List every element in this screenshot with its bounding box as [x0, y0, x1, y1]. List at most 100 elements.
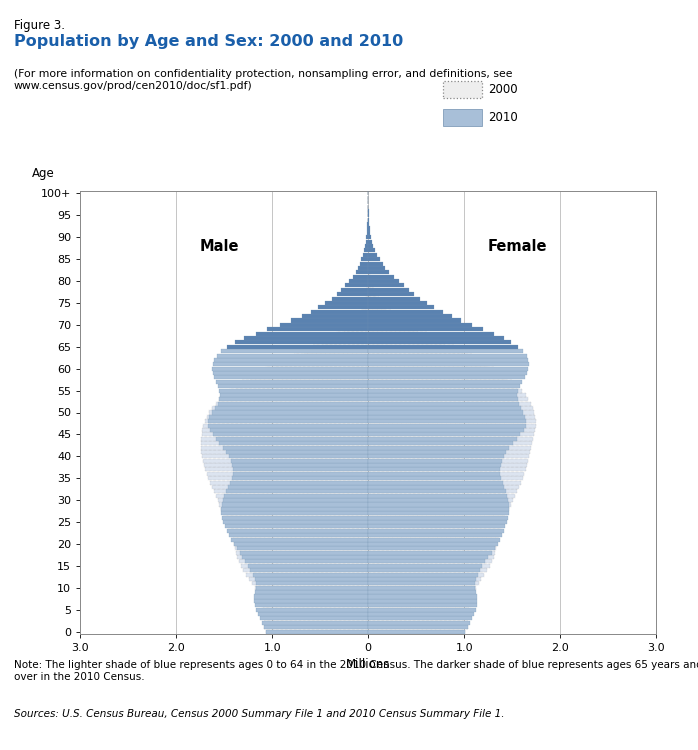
Bar	[255, 586, 369, 590]
Bar	[267, 367, 369, 370]
Bar	[369, 498, 513, 502]
Bar	[369, 296, 420, 301]
Bar	[207, 415, 369, 419]
Bar	[369, 380, 512, 384]
Bar	[249, 577, 369, 581]
Bar	[230, 388, 369, 392]
Bar	[369, 415, 535, 419]
Bar	[369, 367, 528, 370]
Bar	[262, 603, 369, 608]
Bar	[255, 577, 369, 581]
Bar	[369, 463, 526, 467]
Bar	[201, 450, 369, 454]
Bar	[233, 467, 369, 472]
Bar	[369, 239, 372, 244]
Bar	[369, 524, 502, 529]
Bar	[369, 454, 529, 458]
Bar	[369, 489, 507, 494]
Bar	[364, 248, 369, 253]
Bar	[369, 301, 426, 305]
Bar	[280, 322, 369, 327]
Bar	[367, 279, 369, 283]
Bar	[369, 253, 377, 257]
Bar	[227, 520, 369, 524]
Bar	[369, 314, 396, 318]
Bar	[369, 371, 500, 375]
Bar	[219, 398, 369, 401]
Bar	[369, 629, 465, 634]
Bar	[361, 310, 369, 314]
Bar	[239, 560, 369, 563]
Bar	[369, 248, 375, 253]
Bar	[219, 441, 369, 446]
Bar	[244, 336, 369, 340]
Bar	[262, 612, 369, 616]
Bar	[205, 467, 369, 472]
Bar	[332, 296, 369, 301]
Bar	[258, 612, 369, 616]
Bar	[369, 441, 513, 446]
Bar	[369, 345, 454, 349]
Bar	[369, 616, 468, 620]
Bar	[369, 577, 482, 581]
Bar	[369, 581, 479, 586]
Bar	[369, 599, 471, 603]
Bar	[369, 424, 526, 427]
Bar	[369, 494, 507, 498]
Bar	[367, 231, 369, 235]
Bar	[369, 503, 511, 506]
Bar	[369, 398, 528, 401]
Bar	[264, 626, 369, 629]
Bar	[202, 428, 369, 432]
Bar	[208, 476, 369, 480]
Bar	[369, 406, 533, 410]
Bar	[369, 494, 515, 498]
Bar	[369, 507, 510, 511]
Bar	[369, 626, 468, 629]
Bar	[369, 345, 518, 349]
Bar	[369, 441, 533, 446]
Bar	[231, 533, 369, 537]
Text: Figure 3.: Figure 3.	[14, 19, 65, 32]
Bar	[369, 415, 525, 419]
Bar	[366, 239, 369, 244]
Bar	[369, 436, 517, 441]
Bar	[256, 581, 369, 586]
Bar	[369, 467, 526, 472]
Bar	[244, 568, 369, 572]
Bar	[369, 481, 521, 484]
Bar	[369, 560, 485, 563]
Bar	[225, 516, 369, 520]
Bar	[235, 340, 369, 344]
Bar	[356, 270, 369, 274]
Bar	[236, 384, 369, 388]
Bar	[369, 503, 510, 506]
Bar	[369, 319, 461, 322]
Bar	[366, 288, 369, 292]
Bar	[369, 520, 507, 524]
Bar	[364, 253, 369, 257]
Bar	[369, 498, 508, 502]
Bar	[364, 301, 369, 305]
Bar	[369, 305, 434, 309]
Bar	[233, 538, 369, 542]
Bar	[369, 485, 505, 489]
Bar	[216, 436, 369, 441]
Bar	[253, 572, 369, 577]
Bar	[262, 621, 369, 625]
Bar	[262, 608, 369, 612]
Text: Age: Age	[31, 167, 54, 180]
Bar	[369, 292, 376, 296]
Bar	[366, 292, 369, 296]
Bar	[354, 319, 369, 322]
Bar	[250, 568, 369, 572]
Bar	[214, 358, 369, 362]
Bar	[325, 301, 369, 305]
Bar	[369, 446, 510, 449]
Bar	[369, 393, 526, 397]
Bar	[369, 288, 374, 292]
Bar	[250, 376, 369, 380]
Bar	[369, 590, 474, 594]
Bar	[349, 279, 369, 283]
Bar	[219, 503, 369, 506]
